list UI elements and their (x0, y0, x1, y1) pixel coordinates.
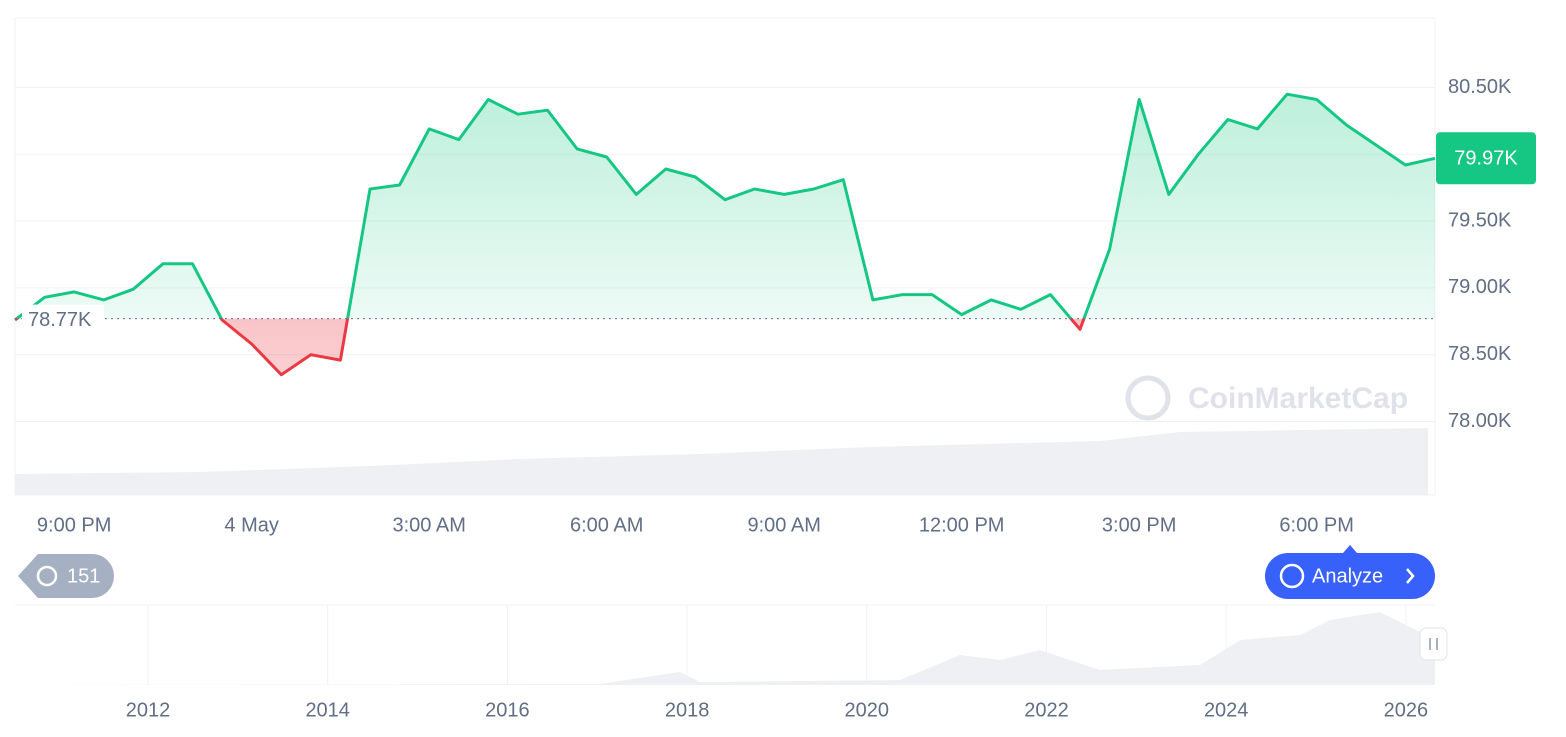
navigator-year: 2024 (1204, 699, 1249, 721)
navigator-year: 2022 (1024, 699, 1069, 721)
y-tick-label: 80.50K (1448, 76, 1512, 98)
y-tick-label: 79.50K (1448, 209, 1512, 231)
history-count: 151 (67, 565, 100, 587)
navigator-year: 2012 (126, 699, 171, 721)
analyze-button[interactable]: Analyze (1265, 545, 1435, 599)
navigator-year: 2018 (665, 699, 710, 721)
x-tick-label: 9:00 PM (37, 514, 111, 536)
price-line (14, 92, 1436, 377)
volume-background (15, 428, 1428, 495)
watermark: CoinMarketCap (1125, 375, 1408, 421)
navigator-handle[interactable] (1419, 627, 1448, 661)
y-tick-label: 78.50K (1448, 343, 1512, 365)
navigator-year: 2016 (485, 699, 530, 721)
x-tick-label: 6:00 AM (570, 514, 643, 536)
x-tick-label: 6:00 PM (1279, 514, 1353, 536)
watermark-text: CoinMarketCap (1188, 382, 1408, 415)
history-badge[interactable]: 151 (18, 554, 114, 598)
analyze-label: Analyze (1312, 565, 1383, 587)
x-tick-label: 4 May (224, 514, 278, 536)
navigator-year: 2020 (845, 699, 890, 721)
y-tick-label: 79.00K (1448, 276, 1512, 298)
navigator-year: 2014 (305, 699, 350, 721)
x-tick-label: 3:00 PM (1102, 514, 1176, 536)
price-area (15, 94, 1435, 375)
x-tick-label: 12:00 PM (919, 514, 1005, 536)
current-price-label: 79.97K (1454, 148, 1518, 170)
x-tick-label: 3:00 AM (392, 514, 465, 536)
navigator-year: 2026 (1384, 699, 1429, 721)
current-price-tag (1436, 132, 1536, 185)
baseline-label-bg (22, 304, 104, 333)
x-tick-label: 9:00 AM (747, 514, 820, 536)
navigator-area (15, 612, 1435, 685)
y-tick-label: 78.00K (1448, 410, 1512, 432)
baseline-label: 78.77K (28, 309, 92, 331)
